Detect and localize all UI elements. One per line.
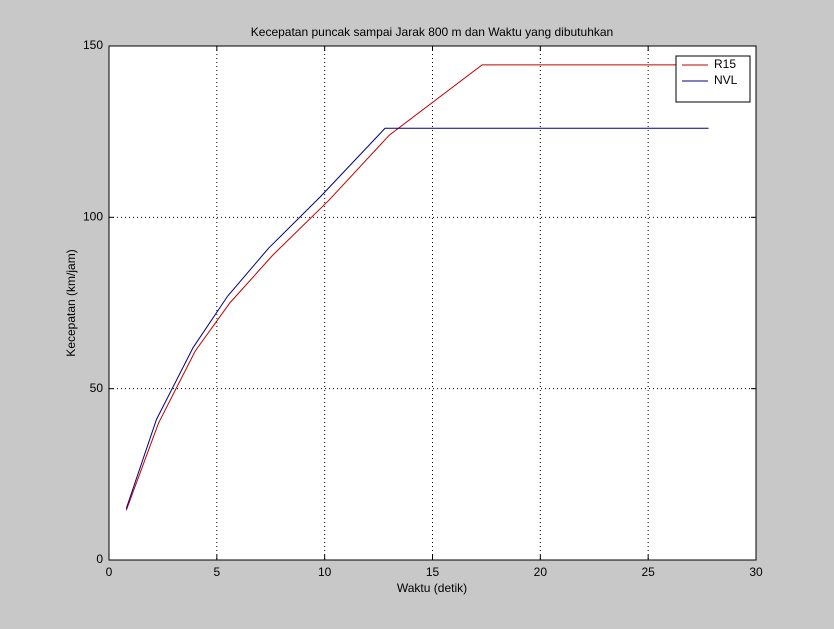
legend-label: NVL (714, 73, 738, 87)
chart-title: Kecepatan puncak sampai Jarak 800 m dan … (251, 25, 613, 39)
y-tick-label: 150 (83, 38, 103, 52)
x-tick-label: 15 (426, 565, 440, 579)
x-tick-label: 0 (106, 565, 113, 579)
x-tick-label: 20 (534, 565, 548, 579)
x-tick-label: 10 (318, 565, 332, 579)
data-line (125, 127, 709, 509)
legend-box (675, 55, 751, 103)
y-tick-label: 50 (90, 381, 104, 395)
y-tick-label: 100 (83, 210, 103, 224)
x-axis-label: Waktu (detik) (397, 581, 467, 595)
y-axis-label: Kecepatan (km/jam) (64, 249, 78, 356)
y-tick-label: 0 (96, 552, 103, 566)
x-tick-label: 25 (641, 565, 655, 579)
legend-label: R15 (714, 57, 736, 71)
x-tick-label: 5 (213, 565, 220, 579)
data-line (125, 64, 709, 511)
x-tick-label: 30 (749, 565, 763, 579)
